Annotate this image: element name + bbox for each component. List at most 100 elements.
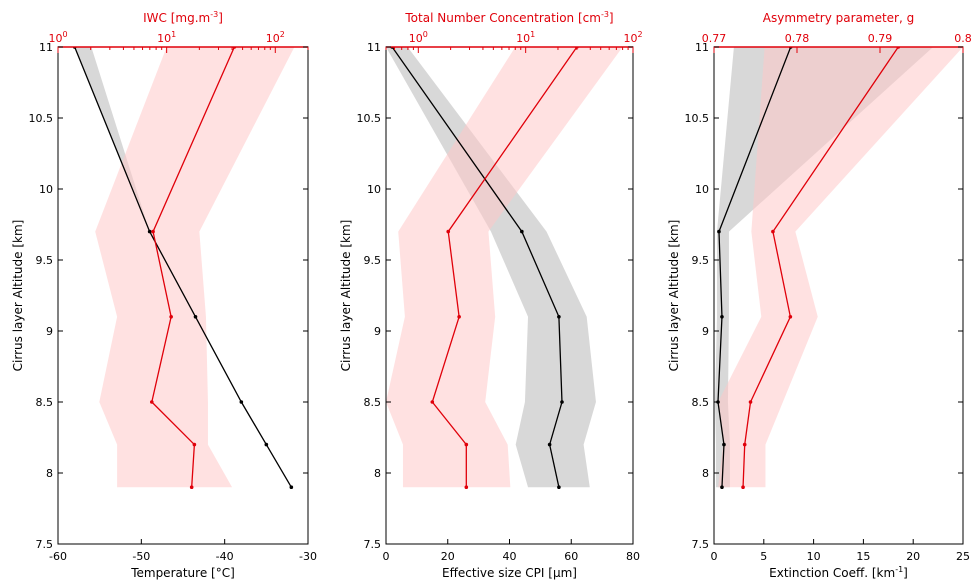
tick-exponent: 0 — [423, 30, 428, 39]
band-red — [718, 47, 963, 488]
point-black — [720, 315, 724, 319]
point-black — [239, 400, 244, 404]
tick-exponent: 1 — [171, 30, 176, 39]
point-red — [742, 442, 747, 447]
tick-exponent: 0 — [62, 30, 67, 39]
x-tick-label-bottom: 10 — [807, 550, 821, 563]
y-tick-label: 9.5 — [364, 254, 382, 267]
panel-extinction-asymmetry: 7.5 8 8.5 9 9.5 10 10.5 11 0 5 10 15 20 25 0.77 0.78 0.7… — [667, 11, 972, 580]
point-red — [430, 400, 435, 404]
y-tick-label: 8.5 — [692, 396, 710, 409]
point-red — [149, 400, 154, 404]
x-axis-title-bottom-superscript: -1 — [895, 565, 903, 574]
x-axis-title-bottom: Extinction Coeff. [km-1] — [769, 565, 908, 580]
y-axis-title: Cirrus layer Altitude [km] — [11, 220, 25, 372]
x-axis-title-top: IWC [mg.m-3] — [143, 10, 223, 25]
point-red — [457, 315, 461, 319]
y-tick-label: 10 — [367, 183, 381, 196]
point-red — [788, 315, 793, 319]
band-red — [386, 47, 623, 488]
tick-base: 10 — [157, 32, 171, 45]
y-tick-label: 10.5 — [685, 112, 710, 125]
x-tick-label-bottom: -30 — [299, 550, 317, 563]
x-axis-title-top-main: Asymmetry parameter, g — [763, 11, 914, 25]
y-axis-title: Cirrus layer Altitude [km] — [339, 220, 353, 372]
point-red — [771, 229, 775, 234]
y-tick-label: 9.5 — [36, 254, 54, 267]
line-red — [742, 47, 899, 488]
line-black — [74, 47, 292, 488]
y-tick-label: 9 — [46, 325, 53, 338]
point-black — [547, 442, 552, 447]
point-black — [520, 229, 524, 234]
point-black — [557, 315, 561, 319]
plot-area — [714, 47, 963, 490]
point-red — [446, 229, 451, 234]
tick-exponent: 1 — [530, 30, 535, 39]
line-black — [717, 47, 792, 488]
y-tick-label: 7.5 — [364, 538, 382, 551]
line-red — [151, 47, 235, 488]
x-tick-label-bottom: 20 — [441, 550, 455, 563]
y-tick-label: 8.5 — [36, 396, 54, 409]
y-tick-label: 9 — [702, 325, 709, 338]
band-black — [386, 47, 596, 488]
y-tick-label: 11 — [367, 41, 381, 54]
y-tick-label: 9.5 — [692, 254, 710, 267]
x-axis-title-top: Total Number Concentration [cm-3] — [404, 10, 613, 25]
x-tick-label-bottom: 0 — [711, 550, 718, 563]
point-red — [464, 442, 469, 447]
band-red — [95, 47, 295, 488]
x-tick-label-top: 102 — [266, 30, 285, 45]
y-tick-label: 11 — [695, 41, 709, 54]
tick-base: 10 — [409, 32, 423, 45]
y-tick-label: 10 — [39, 183, 53, 196]
x-axis-title-bottom: Effective size CPI [μm] — [442, 566, 577, 580]
y-tick-label: 10.5 — [357, 112, 382, 125]
band-black — [74, 47, 292, 488]
x-axis-title-top-end: ] — [218, 11, 223, 25]
point-red — [189, 485, 194, 490]
x-tick-label-top: 100 — [409, 30, 428, 45]
x-tick-label-top: 101 — [157, 30, 176, 45]
point-red — [192, 442, 197, 447]
y-axis-title: Cirrus layer Altitude [km] — [667, 220, 681, 372]
x-tick-label-bottom: 5 — [760, 550, 767, 563]
x-tick-label-top: 100 — [48, 30, 67, 45]
point-red — [748, 400, 753, 404]
x-tick-label-bottom: 0 — [383, 550, 390, 563]
x-tick-label-top: 101 — [516, 30, 535, 45]
point-black — [560, 400, 564, 404]
y-tick-label: 8 — [46, 467, 53, 480]
y-tick-label: 10.5 — [29, 112, 54, 125]
point-red — [741, 485, 745, 490]
x-axis-title-top-superscript: -3 — [601, 10, 609, 19]
y-tick-label: 11 — [39, 41, 53, 54]
x-axis-title-top-superscript: -3 — [210, 10, 218, 19]
x-axis-title-bottom-main: Effective size CPI [μm] — [442, 566, 577, 580]
y-tick-label: 8 — [374, 467, 381, 480]
x-tick-label-top: 102 — [623, 30, 642, 45]
plot-area — [72, 47, 295, 490]
x-tick-label-bottom: -50 — [132, 550, 150, 563]
tick-base: 10 — [516, 32, 530, 45]
tick-exponent: 2 — [280, 30, 285, 39]
point-black — [557, 485, 561, 490]
y-tick-label: 10 — [695, 183, 709, 196]
x-tick-label-bottom: 20 — [906, 550, 920, 563]
x-axis-title-bottom-end: ] — [903, 566, 908, 580]
x-tick-label-bottom: 40 — [503, 550, 517, 563]
point-black — [289, 485, 294, 490]
x-tick-label-top: 0.78 — [785, 32, 810, 45]
x-tick-label-top: 0.79 — [868, 32, 893, 45]
y-tick-label: 7.5 — [692, 538, 710, 551]
tick-base: 10 — [623, 32, 637, 45]
x-axis-title-top-end: ] — [609, 11, 614, 25]
point-black — [717, 229, 721, 234]
point-red — [169, 315, 173, 319]
point-black — [720, 485, 724, 490]
point-black — [193, 315, 198, 319]
